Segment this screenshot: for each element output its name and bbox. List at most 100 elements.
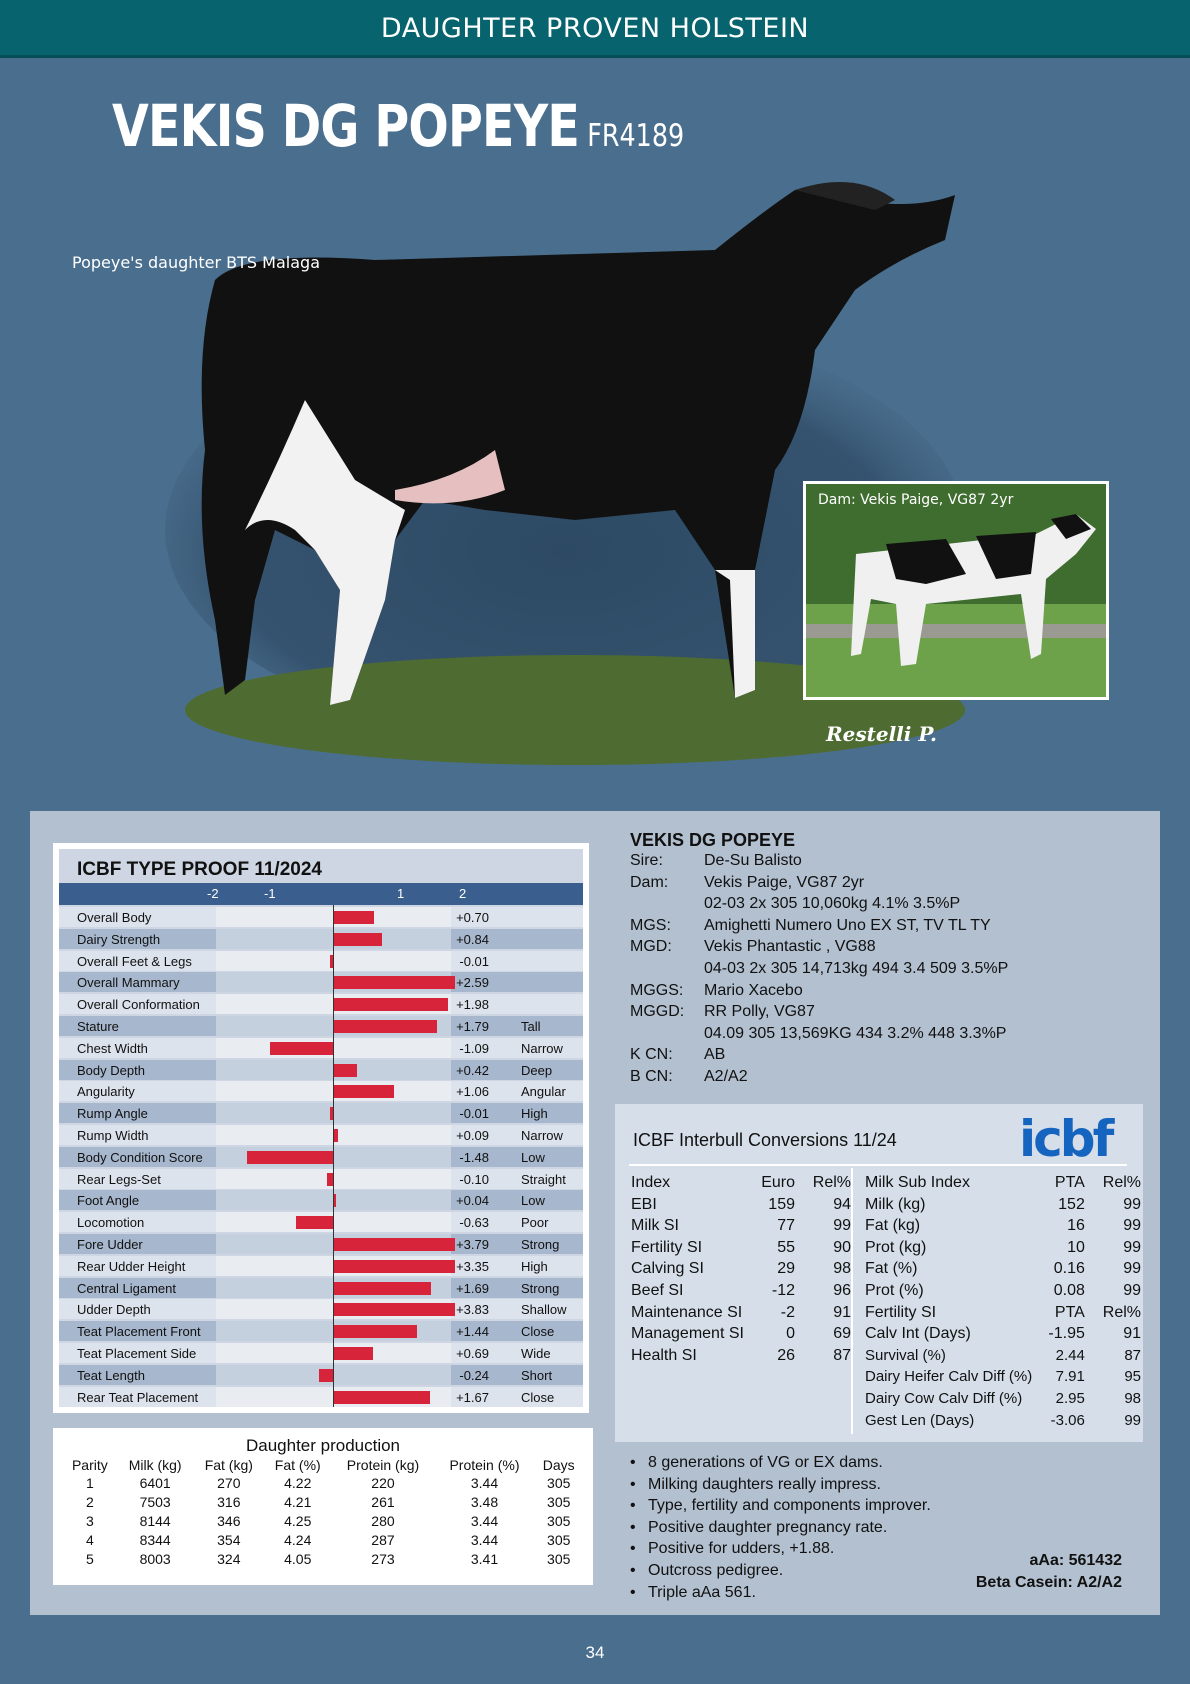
trait-description: Strong bbox=[521, 1237, 560, 1252]
table-cell: 26 bbox=[777, 1346, 795, 1364]
table-cell: 4.25 bbox=[284, 1513, 312, 1529]
trait-bar bbox=[333, 1063, 358, 1077]
trait-label: Overall Body bbox=[77, 910, 152, 925]
type-proof-chart: ICBF TYPE PROOF 11/2024 -2 -1 1 2 Overal… bbox=[53, 843, 589, 1413]
table-row: Fat (%) 0.16 99 bbox=[863, 1258, 1143, 1280]
trait-value: -0.01 bbox=[459, 953, 489, 969]
table-cell: 87 bbox=[833, 1346, 851, 1364]
table-cell: 99 bbox=[1123, 1238, 1141, 1256]
trait-description: Low bbox=[521, 1149, 545, 1165]
table-cell: 99 bbox=[833, 1217, 851, 1235]
trait-description: Poor bbox=[521, 1215, 549, 1231]
pedigree-value: Amighetti Numero Uno EX ST, TV TL TY bbox=[704, 916, 991, 934]
trait-label: Rump Width bbox=[77, 1128, 149, 1143]
table-cell: 3 bbox=[85, 1513, 94, 1529]
pedigree-value: De-Su Balisto bbox=[704, 852, 802, 869]
table-row: Survival (%) 2.44 87 bbox=[863, 1345, 1143, 1367]
table-row: Dairy Heifer Calv Diff (%) 7.91 95 bbox=[863, 1366, 1143, 1388]
table-cell: 4.24 bbox=[284, 1532, 312, 1548]
photographer-signature: Restelli P. bbox=[826, 722, 938, 746]
table-cell: 261 bbox=[371, 1494, 395, 1510]
trait-value: +3.35 bbox=[456, 1258, 489, 1274]
trait-label: Rump Angle bbox=[77, 1106, 148, 1122]
table-cell: PTA bbox=[1054, 1174, 1085, 1191]
table-cell: 4.21 bbox=[284, 1494, 312, 1510]
trait-row: Rump Angle -0.01 High bbox=[59, 1103, 583, 1124]
table-cell: 0 bbox=[786, 1325, 795, 1343]
aaa-code: aAa: 561432 bbox=[1029, 1552, 1122, 1569]
trait-row: Teat Length -0.24 Short bbox=[59, 1364, 583, 1385]
column-header: Days bbox=[542, 1457, 575, 1473]
trait-value: +0.84 bbox=[456, 931, 489, 947]
trait-bar bbox=[333, 1129, 339, 1142]
table-cell: Prot (%) bbox=[865, 1281, 924, 1299]
highlight-item: Outcross pedigree. bbox=[630, 1560, 931, 1582]
trait-description: Narrow bbox=[521, 1128, 563, 1143]
table-cell: 99 bbox=[1123, 1281, 1141, 1299]
table-row: 1 6401 270 4.22 220 3.44 305 bbox=[63, 1474, 583, 1493]
page-number: 34 bbox=[585, 1643, 605, 1662]
table-cell: -12 bbox=[771, 1281, 795, 1299]
table-cell: 270 bbox=[217, 1475, 241, 1491]
trait-bar bbox=[333, 1303, 455, 1317]
table-cell: Index bbox=[631, 1174, 671, 1191]
highlight-item: Type, fertility and components improver. bbox=[630, 1495, 931, 1517]
table-cell: 3.48 bbox=[470, 1494, 499, 1510]
table-cell: 3.44 bbox=[470, 1475, 499, 1491]
table-cell: 1 bbox=[85, 1475, 94, 1491]
pedigree-key: Sire: bbox=[630, 852, 663, 869]
table-cell: 94 bbox=[833, 1195, 851, 1213]
column-header: Protein (%) bbox=[449, 1457, 520, 1473]
trait-bar bbox=[333, 976, 455, 990]
table-cell: Dairy Cow Calv Diff (%) bbox=[865, 1389, 1023, 1407]
trait-label: Body Depth bbox=[77, 1062, 145, 1078]
interbull-conversions: ICBF Interbull Conversions 11/24 icbf In… bbox=[615, 1104, 1143, 1442]
table-cell: 0.16 bbox=[1053, 1260, 1085, 1278]
trait-row: Body Condition Score -1.48 Low bbox=[59, 1146, 583, 1167]
trait-row: Foot Angle +0.04 Low bbox=[59, 1190, 583, 1211]
table-row: Fertility SI 55 90 bbox=[629, 1237, 853, 1259]
table-cell: Rel% bbox=[1102, 1303, 1141, 1321]
table-cell: 305 bbox=[547, 1532, 571, 1548]
trait-value: +3.79 bbox=[456, 1237, 489, 1252]
trait-description: Low bbox=[521, 1193, 545, 1209]
table-cell: Calving SI bbox=[631, 1260, 704, 1278]
trait-row: Fore Udder +3.79 Strong bbox=[59, 1234, 583, 1254]
table-cell: 3.41 bbox=[470, 1551, 499, 1567]
table-row: Prot (kg) 10 99 bbox=[863, 1237, 1143, 1259]
trait-description: High bbox=[521, 1106, 548, 1122]
table-cell: Maintenance SI bbox=[631, 1303, 743, 1321]
trait-value: +0.69 bbox=[456, 1346, 489, 1361]
trait-row: Overall Body +0.70 bbox=[59, 907, 583, 927]
trait-row: Teat Placement Side +0.69 Wide bbox=[59, 1343, 583, 1363]
table-row: 3 8144 346 4.25 280 3.44 305 bbox=[63, 1512, 583, 1531]
table-cell: Gest Len (Days) bbox=[865, 1411, 975, 1429]
table-row: Calv Int (Days) -1.95 91 bbox=[863, 1323, 1143, 1345]
table-row: Milk SI 77 99 bbox=[629, 1215, 853, 1237]
highlights-list: 8 generations of VG or EX dams.Milking d… bbox=[628, 1452, 931, 1603]
table-cell: 90 bbox=[833, 1238, 851, 1256]
table-cell: 3.44 bbox=[470, 1532, 499, 1548]
trait-bar bbox=[333, 1325, 417, 1339]
beta-casein: Beta Casein: A2/A2 bbox=[975, 1574, 1122, 1591]
trait-row: Overall Feet & Legs -0.01 bbox=[59, 950, 583, 971]
table-cell: 2.44 bbox=[1055, 1346, 1085, 1364]
trait-value: +1.79 bbox=[456, 1019, 489, 1034]
table-cell: Prot (kg) bbox=[865, 1238, 927, 1256]
genomic-info: aAa: 561432 Beta Casein: A2/A2 bbox=[976, 1550, 1122, 1594]
pedigree-value: AB bbox=[704, 1046, 726, 1064]
index-table: Index Euro Rel% EBI 159 94 Milk SI 77 99 Fertilit… bbox=[629, 1172, 853, 1366]
table-cell: 69 bbox=[833, 1325, 851, 1343]
table-cell: -1.95 bbox=[1048, 1325, 1085, 1343]
header-bar: DAUGHTER PROVEN HOLSTEIN bbox=[0, 0, 1190, 58]
table-row: Fat (kg) 16 99 bbox=[863, 1215, 1143, 1237]
scale-tick: -1 bbox=[264, 886, 276, 901]
trait-row: Rear Teat Placement +1.67 Close bbox=[59, 1386, 583, 1407]
table-row: Maintenance SI -2 91 bbox=[629, 1302, 853, 1324]
trait-description: Deep bbox=[521, 1062, 553, 1078]
table-cell: Rel% bbox=[812, 1174, 851, 1191]
table-cell: 7503 bbox=[139, 1494, 171, 1510]
divider bbox=[629, 1164, 1127, 1166]
pedigree-value: 04-03 2x 305 14,713kg 494 3.4 509 3.5%P bbox=[704, 960, 1009, 977]
scale-tick: -2 bbox=[207, 886, 219, 901]
